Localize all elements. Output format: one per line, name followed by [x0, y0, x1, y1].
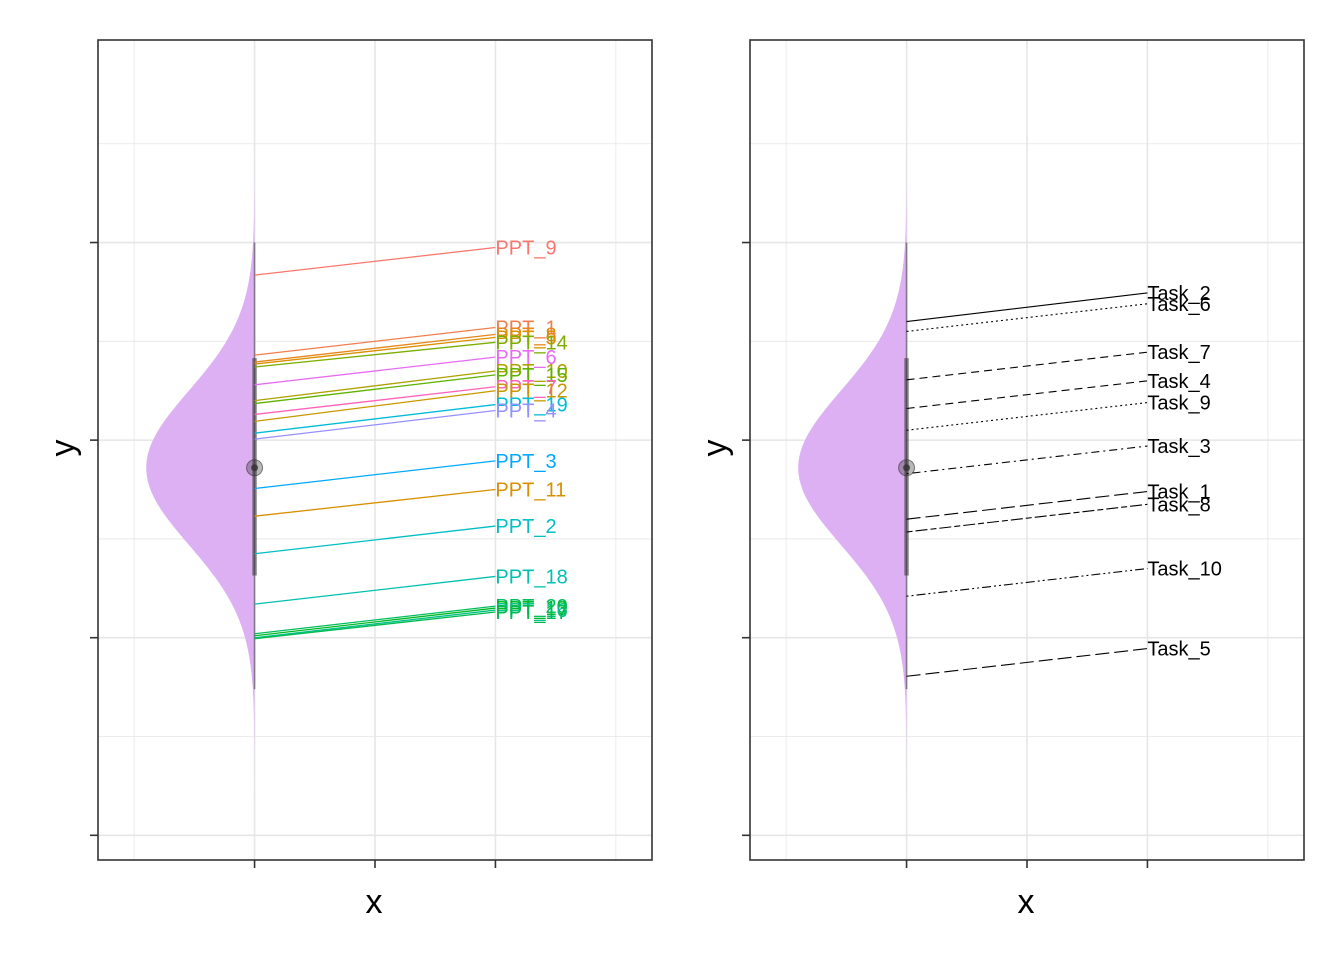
series-label-PPT_5: PPT_5 — [495, 327, 556, 349]
series-label-PPT_11: PPT_11 — [495, 480, 566, 502]
series-line-PPT_5 — [254, 336, 496, 365]
series-label-Task_3: Task_3 — [1147, 436, 1210, 458]
series-line-PPT_10 — [254, 370, 496, 402]
series-line-PPT_8 — [254, 333, 496, 363]
series-line-Task_3 — [906, 445, 1148, 475]
series-line-Task_5 — [906, 648, 1148, 677]
series-line-Task_4 — [906, 380, 1148, 410]
series-line-PPT_4 — [254, 409, 496, 440]
series-line-PPT_15 — [254, 374, 496, 405]
series-line-Task_9 — [906, 402, 1148, 431]
series-line-PPT_7 — [254, 386, 496, 416]
series-line-PPT_3 — [254, 460, 496, 490]
series-line-Task_6 — [906, 303, 1148, 332]
left-mean-point — [251, 464, 259, 472]
series-line-PPT_11 — [254, 488, 496, 517]
series-label-PPT_18: PPT_18 — [495, 566, 567, 588]
series-label-Task_7: Task_7 — [1147, 342, 1210, 364]
series-label-PPT_8: PPT_8 — [495, 324, 556, 346]
right-mean-point — [903, 464, 911, 472]
series-label-PPT_6: PPT_6 — [495, 347, 556, 369]
series-line-PPT_12 — [254, 390, 496, 422]
series-label-PPT_20: PPT_20 — [495, 596, 567, 618]
series-line-PPT_17 — [254, 611, 496, 640]
series-line-PPT_6 — [254, 356, 496, 386]
series-line-PPT_9 — [254, 246, 496, 276]
series-line-Task_10 — [906, 568, 1148, 597]
series-line-Task_8 — [906, 503, 1148, 533]
series-label-PPT_17: PPT_17 — [495, 602, 567, 624]
series-label-PPT_4: PPT_4 — [495, 400, 556, 422]
right-x-axis-title: x — [1018, 883, 1035, 921]
series-line-PPT_1 — [254, 326, 496, 356]
series-line-PPT_20 — [254, 605, 496, 635]
series-label-PPT_14: PPT_14 — [495, 332, 567, 354]
series-line-Task_7 — [906, 351, 1148, 381]
series-label-PPT_15: PPT_15 — [495, 365, 567, 387]
series-label-PPT_1: PPT_1 — [495, 317, 556, 339]
series-label-PPT_13: PPT_13 — [495, 598, 567, 620]
series-label-PPT_12: PPT_12 — [495, 381, 567, 403]
left-x-axis-title: x — [366, 883, 383, 921]
series-label-Task_2: Task_2 — [1147, 283, 1210, 305]
left-panel: PPT_9PPT_1PPT_8PPT_5PPT_14PPT_6PPT_10PPT… — [90, 39, 653, 868]
series-label-Task_5: Task_5 — [1147, 639, 1210, 661]
series-line-PPT_19 — [254, 403, 496, 434]
left-density-area — [146, 128, 255, 801]
series-label-PPT_16: PPT_16 — [495, 600, 567, 622]
series-label-PPT_19: PPT_19 — [495, 395, 567, 417]
series-line-PPT_14 — [254, 341, 496, 368]
series-line-PPT_13 — [254, 607, 496, 637]
series-label-Task_4: Task_4 — [1147, 371, 1210, 393]
series-line-PPT_2 — [254, 525, 496, 555]
right-density-area — [798, 99, 907, 846]
series-label-Task_1: Task_1 — [1147, 481, 1210, 503]
series-label-PPT_3: PPT_3 — [495, 451, 556, 473]
series-label-Task_8: Task_8 — [1147, 494, 1210, 516]
series-label-Task_10: Task_10 — [1147, 559, 1222, 581]
series-line-Task_2 — [906, 292, 1148, 323]
series-label-Task_6: Task_6 — [1147, 294, 1210, 316]
right-y-axis-title: y — [696, 440, 734, 457]
series-label-Task_9: Task_9 — [1147, 393, 1210, 415]
left-y-axis-title: y — [44, 440, 82, 457]
series-label-PPT_2: PPT_2 — [495, 516, 556, 538]
series-label-PPT_7: PPT_7 — [495, 377, 556, 399]
series-label-PPT_9: PPT_9 — [495, 237, 556, 259]
series-label-PPT_10: PPT_10 — [495, 361, 567, 383]
series-line-PPT_18 — [254, 575, 496, 605]
series-line-Task_1 — [906, 490, 1148, 520]
series-line-PPT_16 — [254, 609, 496, 639]
